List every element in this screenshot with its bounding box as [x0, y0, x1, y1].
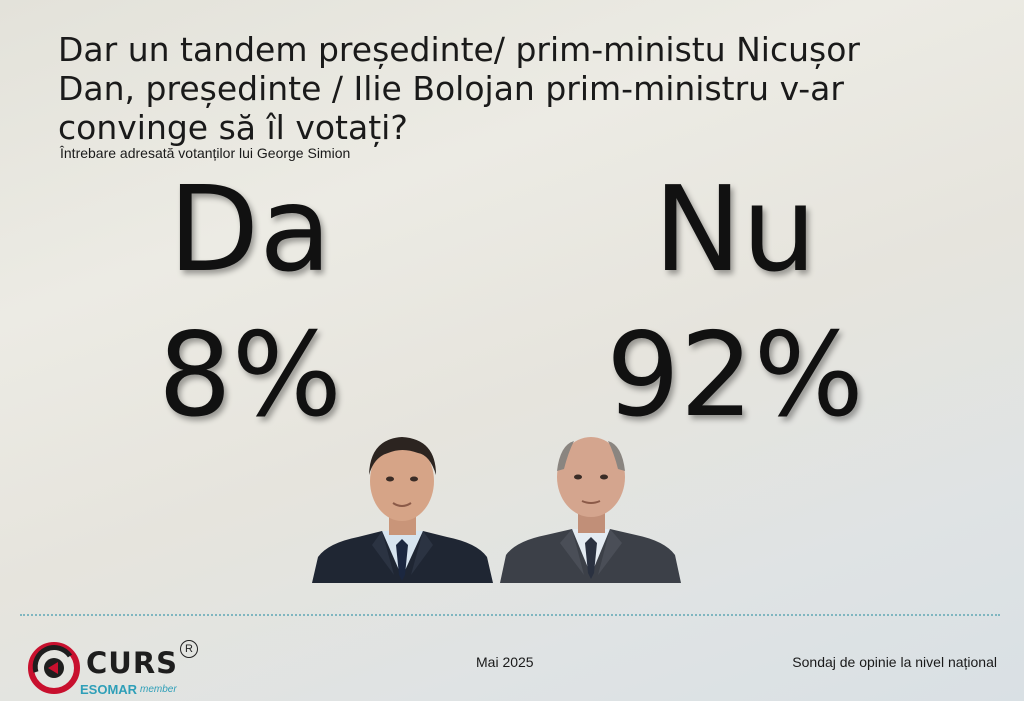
answer-no-label: Nu — [653, 160, 817, 298]
survey-description: Sondaj de opinie la nivel național — [792, 654, 997, 670]
curs-logo: CURS R ESOMAR member — [28, 640, 218, 698]
survey-date: Mai 2025 — [476, 654, 534, 670]
curs-logo-mark-icon — [28, 642, 80, 694]
answer-no-percent: 92% — [606, 308, 864, 443]
answer-yes-percent: 8% — [157, 308, 343, 443]
question-subtitle: Întrebare adresată votanților lui George… — [60, 145, 351, 161]
esomar-label: ESOMAR — [80, 682, 138, 697]
portrait-photo-nicusor-dan — [310, 425, 495, 583]
brand-name: CURS — [86, 646, 179, 680]
registered-mark: R — [180, 640, 198, 658]
question-title: Dar un tandem președinte/ prim-ministu N… — [58, 30, 860, 147]
answer-yes-label: Da — [168, 160, 332, 298]
esomar-member-label: member — [140, 684, 177, 695]
footer-divider — [20, 614, 1000, 616]
portrait-photo-ilie-bolojan — [498, 425, 683, 583]
